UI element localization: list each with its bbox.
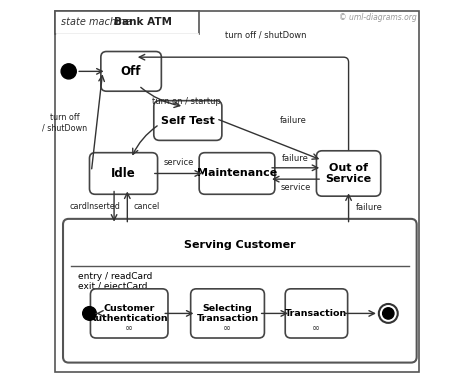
FancyBboxPatch shape — [101, 51, 161, 91]
Text: Transaction: Transaction — [285, 309, 347, 318]
Text: cardInserted: cardInserted — [70, 202, 120, 211]
FancyBboxPatch shape — [55, 11, 199, 34]
Text: service: service — [163, 158, 193, 167]
Text: Serving Customer: Serving Customer — [184, 240, 296, 250]
Text: Off: Off — [121, 65, 141, 78]
Circle shape — [82, 307, 96, 320]
Text: state machine: state machine — [61, 17, 131, 27]
Text: turn on / startup: turn on / startup — [152, 97, 220, 106]
FancyBboxPatch shape — [55, 11, 419, 372]
FancyBboxPatch shape — [285, 289, 347, 338]
Circle shape — [383, 308, 394, 319]
Text: Customer
Authentication: Customer Authentication — [90, 304, 169, 323]
Text: cancel: cancel — [133, 202, 159, 211]
Text: failure: failure — [282, 154, 309, 163]
Circle shape — [61, 64, 76, 79]
Text: Idle: Idle — [111, 167, 136, 180]
Text: Out of
Service: Out of Service — [326, 163, 372, 184]
Text: failure: failure — [356, 203, 383, 212]
Text: Bank ATM: Bank ATM — [114, 17, 172, 27]
Text: Selecting
Transaction: Selecting Transaction — [196, 304, 259, 323]
Text: © uml-diagrams.org: © uml-diagrams.org — [339, 13, 417, 22]
Text: Self Test: Self Test — [161, 115, 215, 125]
Text: Maintenance: Maintenance — [197, 168, 277, 178]
Text: failure: failure — [280, 116, 307, 125]
Text: ∞: ∞ — [312, 323, 320, 333]
FancyBboxPatch shape — [191, 289, 264, 338]
Text: service: service — [281, 183, 311, 192]
FancyBboxPatch shape — [90, 153, 157, 194]
Text: ∞: ∞ — [125, 323, 133, 333]
FancyBboxPatch shape — [63, 219, 417, 363]
FancyBboxPatch shape — [317, 151, 381, 196]
Text: ∞: ∞ — [223, 323, 232, 333]
FancyBboxPatch shape — [199, 153, 275, 194]
Circle shape — [379, 304, 398, 323]
Text: entry / readCard
exit / ejectCard: entry / readCard exit / ejectCard — [78, 272, 153, 291]
FancyBboxPatch shape — [154, 101, 222, 140]
FancyBboxPatch shape — [91, 289, 168, 338]
Text: turn off
/ shutDown: turn off / shutDown — [42, 113, 88, 132]
Text: turn off / shutDown: turn off / shutDown — [225, 30, 306, 39]
